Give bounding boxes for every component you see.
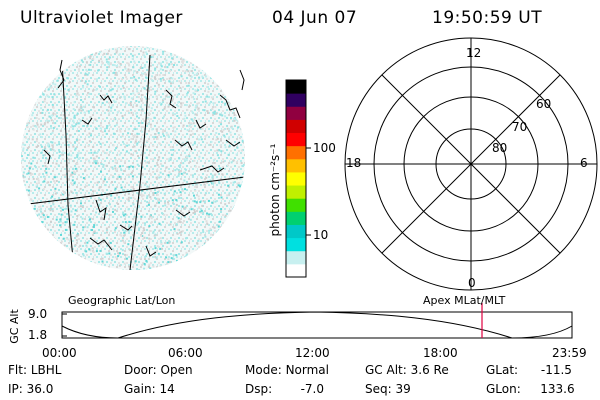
lat-label-80: 80 — [492, 141, 508, 155]
altitude-timeline — [61, 303, 573, 339]
colorbar-unit-label: photon cm⁻²s⁻¹ — [268, 143, 282, 237]
mlt-label-18: 18 — [346, 156, 362, 170]
timeline-xtick-1200: 12:00 — [295, 346, 330, 360]
status-glat: GLat: -11.5 — [486, 363, 572, 377]
timeline-xtick-1800: 18:00 — [423, 346, 458, 360]
instrument-title: Ultraviolet Imager — [20, 8, 183, 28]
colorbar — [285, 79, 311, 278]
status-filter: Flt: LBHL — [8, 363, 62, 377]
status-ip: IP: 36.0 — [8, 382, 54, 396]
mlt-label-0: 0 — [468, 276, 476, 290]
lat-label-70: 70 — [512, 120, 528, 134]
status-gc-alt: GC Alt: 3.6 Re — [365, 363, 449, 377]
geographic-grid-lines — [21, 54, 245, 270]
status-mode: Mode: Normal — [245, 363, 329, 377]
status-glon: GLon: 133.6 — [486, 382, 575, 396]
polar-plot — [344, 37, 598, 291]
status-door: Door: Open — [124, 363, 193, 377]
status-seq: Seq: 39 — [365, 382, 411, 396]
coastline-outlines — [43, 59, 245, 257]
header-date: 04 Jun 07 — [272, 8, 358, 28]
colorbar-tick-10: 10 — [313, 228, 329, 242]
mlt-label-12: 12 — [466, 46, 482, 60]
timeline-xtick-2359: 23:59 — [552, 346, 587, 360]
header-time: 19:50:59 UT — [432, 8, 543, 28]
timeline-right-title: Apex MLat/MLT — [423, 294, 506, 307]
timeline-left-title: Geographic Lat/Lon — [68, 294, 176, 307]
mlt-label-6: 6 — [580, 156, 588, 170]
timeline-ylabel: GC Alt — [7, 309, 21, 344]
lat-label-60: 60 — [536, 97, 552, 111]
imager-disk — [21, 46, 245, 270]
status-gain: Gain: 14 — [124, 382, 175, 396]
colorbar-tick-100: 100 — [313, 141, 336, 155]
timeline-xtick-0000: 00:00 — [42, 346, 77, 360]
timeline-ytick-low: 1.8 — [28, 328, 48, 342]
timeline-ytick-high: 9.0 — [28, 307, 48, 321]
status-dsp: Dsp: -7.0 — [245, 382, 324, 396]
timeline-xtick-0600: 06:00 — [168, 346, 203, 360]
